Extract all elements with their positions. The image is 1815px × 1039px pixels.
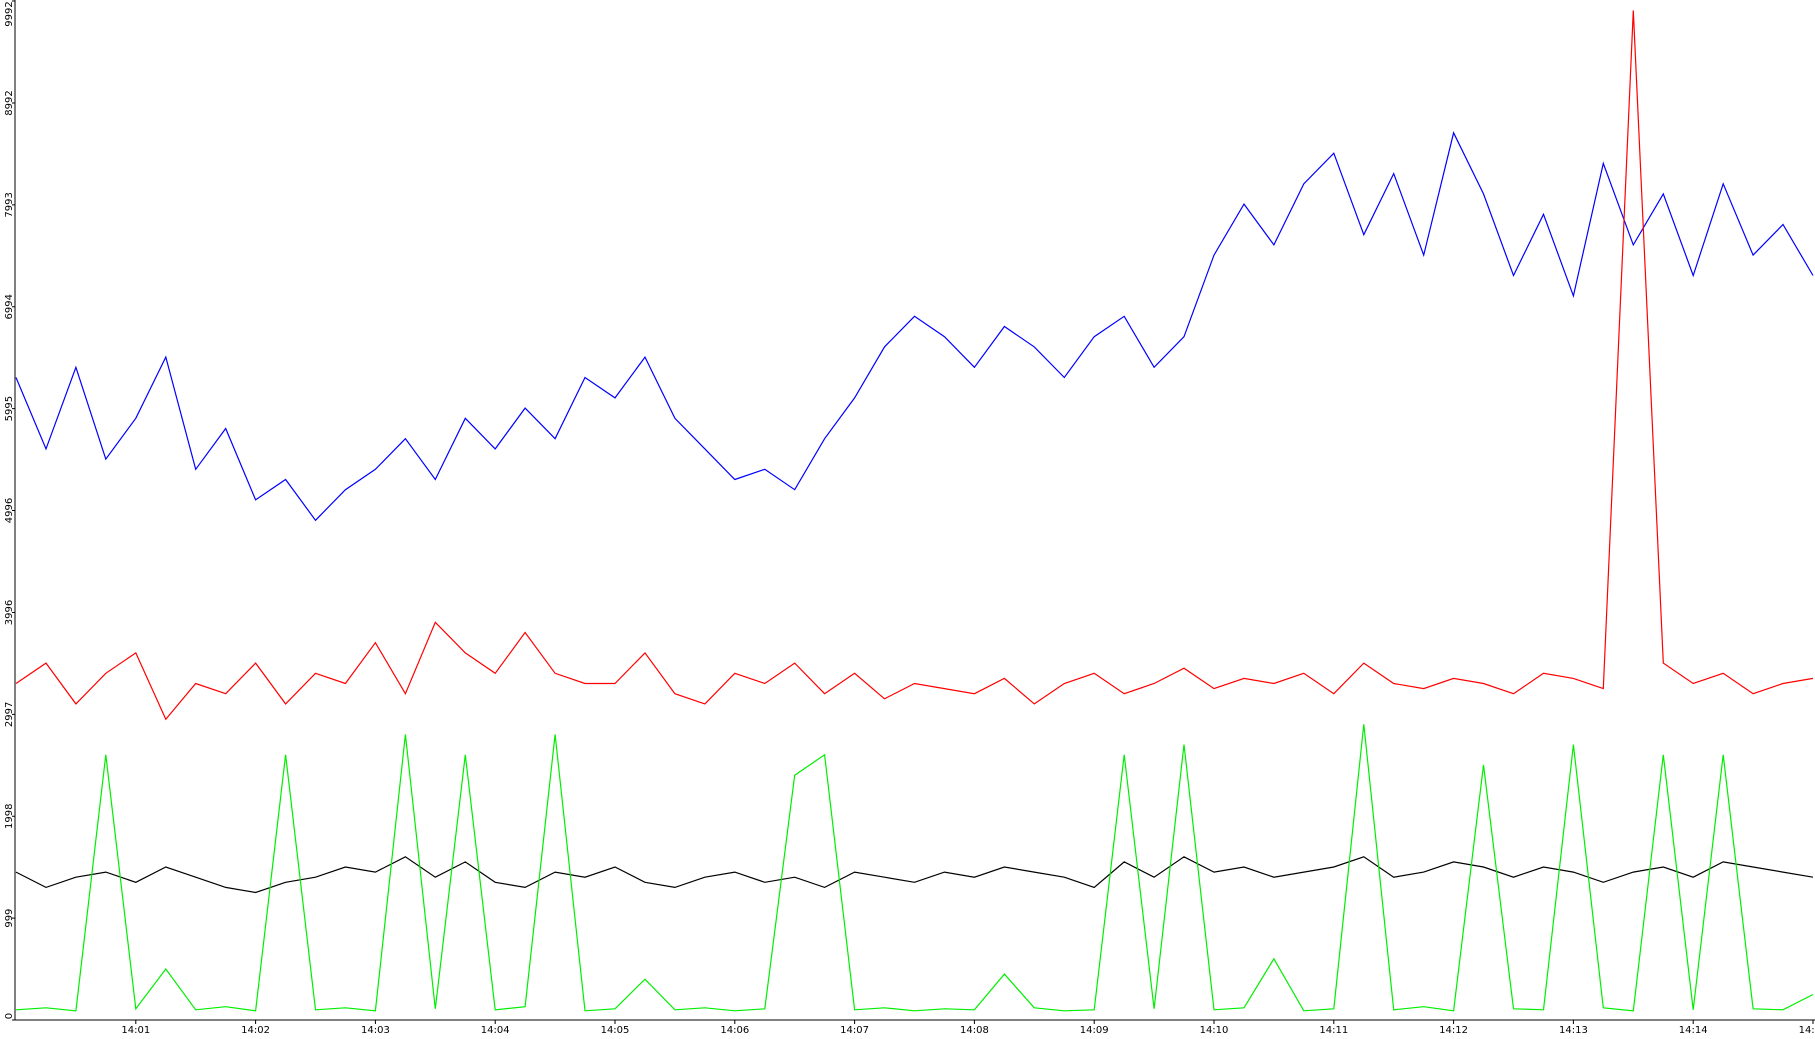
x-tick-label: 14:13 bbox=[1559, 1025, 1588, 1036]
y-tick-label: 4996 bbox=[4, 498, 15, 523]
x-tick-label: 14:09 bbox=[1080, 1025, 1109, 1036]
series-line bbox=[15, 10, 1814, 721]
x-tick-label: 14:05 bbox=[601, 1025, 630, 1036]
series-line bbox=[15, 856, 1814, 894]
x-tick-label: 14:06 bbox=[720, 1025, 749, 1036]
x-tick-label: 14:04 bbox=[481, 1025, 510, 1036]
y-tick-label: 6994 bbox=[4, 294, 15, 319]
y-tick-label: 5995 bbox=[4, 396, 15, 421]
x-tick-label: 14:02 bbox=[241, 1025, 270, 1036]
series-line bbox=[15, 724, 1814, 1012]
x-tick-label: 14:12 bbox=[1439, 1025, 1468, 1036]
x-tick-label: 14:07 bbox=[840, 1025, 869, 1036]
y-tick-label: 2997 bbox=[4, 702, 15, 727]
x-tick-label: 14:11 bbox=[1319, 1025, 1348, 1036]
y-tick-label: 999 bbox=[4, 909, 15, 928]
x-tick-label: 14:15 bbox=[1799, 1025, 1815, 1036]
x-tick-label: 14:01 bbox=[121, 1025, 150, 1036]
x-tick-label: 14:10 bbox=[1200, 1025, 1229, 1036]
y-tick-label: 8992 bbox=[4, 90, 15, 115]
y-tick-label: 7993 bbox=[4, 192, 15, 217]
y-tick-label: 0 bbox=[4, 1013, 15, 1019]
x-tick-label: 14:14 bbox=[1679, 1025, 1708, 1036]
y-tick-label: 1998 bbox=[4, 804, 15, 829]
x-tick-label: 14:08 bbox=[960, 1025, 989, 1036]
x-tick-label: 14:03 bbox=[361, 1025, 390, 1036]
series-line bbox=[15, 131, 1814, 522]
y-tick-label: 9992 bbox=[4, 1, 15, 26]
y-tick-label: 3996 bbox=[4, 600, 15, 625]
